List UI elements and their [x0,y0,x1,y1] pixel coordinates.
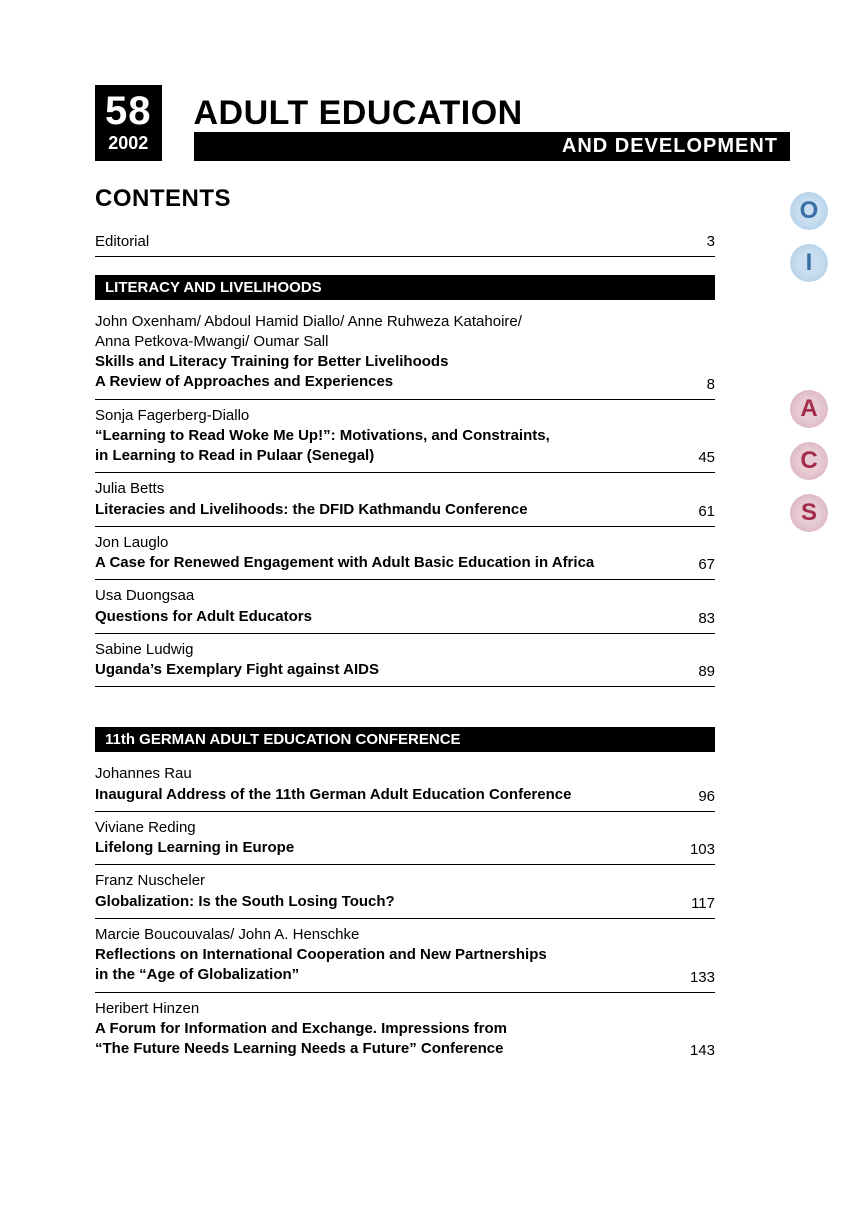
journal-subtitle: AND DEVELOPMENT [194,132,791,161]
entry-title-row: Literacies and Livelihoods: the DFID Kat… [95,500,715,520]
entry-authors: Usa Duongsaa [95,586,715,606]
editorial-row: Editorial 3 [95,233,715,257]
contents-heading: CONTENTS [95,185,715,213]
issue-block: 58 2002 [95,85,162,161]
entry-title-row: Globalization: Is the South Losing Touch… [95,892,715,912]
entry-title-row: Questions for Adult Educators 83 [95,607,715,627]
toc-entry: Johannes RauInaugural Address of the 11t… [95,758,715,812]
entry-page: 89 [686,663,715,680]
toc-entry: Viviane RedingLifelong Learning in Europ… [95,812,715,866]
editorial-page: 3 [707,233,715,250]
toc-entry: Heribert HinzenA Forum for Information a… [95,993,715,1066]
entry-authors: Sonja Fagerberg-Diallo [95,406,715,426]
side-tab-s: S [790,494,828,532]
issue-year: 2002 [105,133,152,155]
entry-authors: Julia Betts [95,479,715,499]
entry-title: A Case for Renewed Engagement with Adult… [95,553,594,573]
side-tab-a: A [790,390,828,428]
entry-page: 117 [679,895,715,912]
side-tab-c: C [790,442,828,480]
sections-container: LITERACY AND LIVELIHOODS John Oxenham/ Ab… [95,275,715,1066]
entry-page: 96 [686,788,715,805]
entry-authors: Sabine Ludwig [95,640,715,660]
entry-page: 83 [686,610,715,627]
entry-page: 143 [678,1042,715,1059]
entry-page: 8 [695,376,715,393]
entry-authors: Franz Nuscheler [95,871,715,891]
entry-title: Reflections on International Cooperation… [95,945,547,986]
toc-entry: Usa DuongsaaQuestions for Adult Educator… [95,580,715,634]
entry-title-row: Skills and Literacy Training for Better … [95,352,715,393]
entry-authors: Johannes Rau [95,764,715,784]
entry-page: 45 [686,449,715,466]
journal-title: ADULT EDUCATION [194,96,791,130]
entry-page: 67 [686,556,715,573]
entry-title: Skills and Literacy Training for Better … [95,352,448,393]
toc-entry: Marcie Boucouvalas/ John A. HenschkeRefl… [95,919,715,993]
entry-authors: Heribert Hinzen [95,999,715,1019]
section-heading: 11th GERMAN ADULT EDUCATION CONFERENCE [95,727,715,752]
content-area: CONTENTS Editorial 3 LITERACY AND LIVELI… [95,185,715,1066]
entry-authors: Viviane Reding [95,818,715,838]
side-tab-o: O [790,192,828,230]
entry-title-row: A Forum for Information and Exchange. Im… [95,1019,715,1060]
entry-title-row: Inaugural Address of the 11th German Adu… [95,785,715,805]
entry-title-row: Uganda’s Exemplary Fight against AIDS 89 [95,660,715,680]
side-tab-i: I [790,244,828,282]
entry-title-row: Reflections on International Cooperation… [95,945,715,986]
entry-title: Uganda’s Exemplary Fight against AIDS [95,660,379,680]
toc-entry: Jon LaugloA Case for Renewed Engagement … [95,527,715,581]
entry-page: 103 [678,841,715,858]
issue-number: 58 [105,91,152,131]
entry-title: Globalization: Is the South Losing Touch… [95,892,395,912]
entry-title: Lifelong Learning in Europe [95,838,294,858]
entry-page: 61 [686,503,715,520]
toc-entry: Sabine LudwigUganda’s Exemplary Fight ag… [95,634,715,688]
entry-title: Inaugural Address of the 11th German Adu… [95,785,571,805]
entry-title: Questions for Adult Educators [95,607,312,627]
editorial-label: Editorial [95,233,149,250]
entry-authors: Marcie Boucouvalas/ John A. Henschke [95,925,715,945]
entry-title: “Learning to Read Woke Me Up!”: Motivati… [95,426,550,467]
side-tabs: O I A C S [790,192,828,532]
toc-entry: Franz NuschelerGlobalization: Is the Sou… [95,865,715,919]
toc-entry: Julia BettsLiteracies and Livelihoods: t… [95,473,715,527]
entry-page: 133 [678,969,715,986]
entry-authors: Jon Lauglo [95,533,715,553]
section-heading: LITERACY AND LIVELIHOODS [95,275,715,300]
entry-title: A Forum for Information and Exchange. Im… [95,1019,507,1060]
entry-title: Literacies and Livelihoods: the DFID Kat… [95,500,528,520]
toc-entry: John Oxenham/ Abdoul Hamid Diallo/ Anne … [95,306,715,400]
header: 58 2002 ADULT EDUCATION AND DEVELOPMENT [95,85,790,161]
entry-title-row: A Case for Renewed Engagement with Adult… [95,553,715,573]
entry-title-row: “Learning to Read Woke Me Up!”: Motivati… [95,426,715,467]
title-block: ADULT EDUCATION AND DEVELOPMENT [194,85,791,161]
entry-title-row: Lifelong Learning in Europe 103 [95,838,715,858]
entry-authors: John Oxenham/ Abdoul Hamid Diallo/ Anne … [95,312,715,353]
toc-entry: Sonja Fagerberg-Diallo“Learning to Read … [95,400,715,474]
